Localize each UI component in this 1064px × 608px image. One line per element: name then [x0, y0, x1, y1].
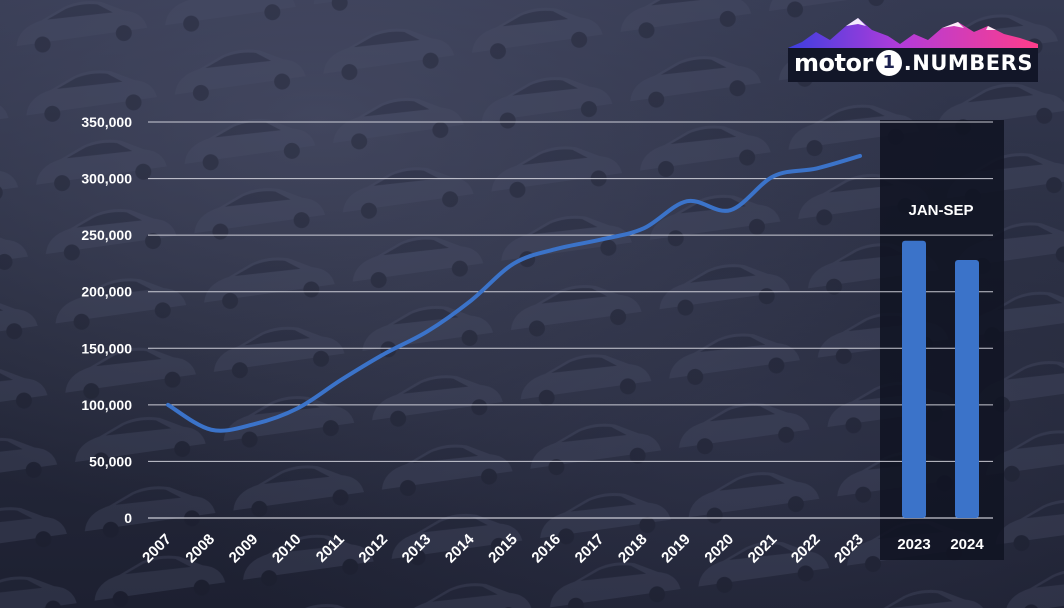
sales-line [166, 153, 862, 433]
ytd-bar [902, 240, 926, 519]
x-axis-tick-labels: 2007 2008 2009 2010 2011 2012 2013 2014 2015 2016… [139, 530, 867, 566]
x-tick-label: 2014 [442, 530, 478, 566]
x-tick-label: 2009 [226, 531, 262, 567]
y-tick-label: 0 [124, 510, 132, 526]
motor1-numbers-logo: motor 1 .NUMBERS [788, 14, 1038, 86]
ytd-bar-category-label: 2023 [897, 536, 930, 553]
x-tick-label: 2011 [313, 531, 348, 566]
logo-text: motor 1 .NUMBERS [794, 48, 1033, 78]
logo-badge: 1 [875, 50, 902, 76]
x-tick-label: 2008 [182, 531, 218, 567]
y-tick-label: 150,000 [81, 340, 132, 356]
logo-mountains-graphic [788, 18, 1038, 82]
x-tick-label: 2019 [658, 531, 694, 567]
x-tick-label: 2012 [355, 531, 391, 567]
ytd-panel-title: JAN-SEP [908, 202, 973, 219]
y-tick-label: 250,000 [81, 227, 132, 243]
ytd-bar [955, 260, 979, 518]
x-tick-label: 2016 [528, 531, 564, 567]
y-tick-label: 300,000 [81, 171, 132, 187]
x-tick-label: 2015 [485, 531, 521, 567]
ytd-bar-category-labels: 2023 2024 [897, 536, 984, 553]
y-tick-label: 200,000 [81, 284, 132, 300]
y-axis-tick-labels: 0 50,000 100,000 150,000 200,000 250,000 300,0… [81, 114, 132, 526]
logo-word-numbers: .NUMBERS [903, 51, 1033, 75]
y-tick-label: 50,000 [89, 453, 132, 469]
x-tick-label: 2021 [745, 531, 781, 567]
ytd-panel [880, 120, 1004, 560]
x-tick-label: 2020 [701, 531, 737, 567]
x-tick-label: 2022 [788, 531, 824, 567]
x-tick-label: 2007 [139, 531, 175, 567]
x-tick-label: 2018 [615, 531, 651, 567]
x-tick-label: 2017 [572, 531, 608, 567]
x-tick-label: 2010 [269, 531, 305, 567]
x-tick-label: 2023 [831, 531, 867, 567]
y-tick-label: 350,000 [81, 114, 132, 130]
logo-word-motor: motor [794, 49, 873, 77]
y-tick-label: 100,000 [81, 397, 132, 413]
x-tick-label: 2013 [399, 531, 435, 567]
ytd-bar-category-label: 2024 [950, 536, 984, 553]
grid-lines [148, 121, 993, 519]
ytd-bars [902, 240, 979, 519]
